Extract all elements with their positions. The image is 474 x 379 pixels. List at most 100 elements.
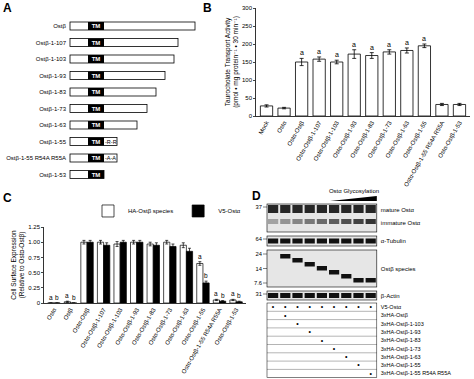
svg-text:Ostβ species: Ostβ species <box>381 266 416 272</box>
svg-text:Ostα-Ostβ: Ostα-Ostβ <box>72 307 91 334</box>
svg-text:300: 300 <box>242 5 253 11</box>
svg-text:7.6: 7.6 <box>254 280 262 286</box>
svg-text:•: • <box>308 328 311 335</box>
svg-text:V5-Ostα: V5-Ostα <box>218 208 241 214</box>
svg-text:Ostα-Ostβ-1-73: Ostα-Ostβ-1-73 <box>147 306 173 346</box>
svg-text:Ostα-Ostβ-1-93: Ostα-Ostβ-1-93 <box>114 306 140 346</box>
svg-text:3xHA-Ostβ-1-55 R54A R55A: 3xHA-Ostβ-1-55 R54A R55A <box>381 370 451 376</box>
svg-text:•: • <box>272 303 275 310</box>
svg-text:Ostα-Ostβ-1-55 R54A R55A: Ostα-Ostβ-1-55 R54A R55A <box>180 307 223 375</box>
svg-text:Ostα-Ostβ-1-55: Ostα-Ostβ-1-55 <box>402 119 428 159</box>
svg-text:•: • <box>321 303 324 310</box>
svg-text:3xHA-Ostβ-1-103: 3xHA-Ostβ-1-103 <box>381 321 424 327</box>
svg-text:3xHA-Ostβ-1-63: 3xHA-Ostβ-1-63 <box>381 354 421 360</box>
svg-text:•: • <box>345 353 348 360</box>
svg-text:-A-A: -A-A <box>105 155 116 161</box>
svg-text:α-Tubulin: α-Tubulin <box>381 238 406 244</box>
svg-text:Ostα-Ostβ-1-103: Ostα-Ostβ-1-103 <box>96 306 124 348</box>
svg-text:C: C <box>3 191 12 205</box>
svg-text:1.25: 1.25 <box>28 224 40 230</box>
svg-text:b: b <box>221 292 225 299</box>
svg-text:a: a <box>49 294 53 301</box>
svg-text:Ostβ-1-83: Ostβ-1-83 <box>39 89 66 95</box>
svg-text:mature Ostα: mature Ostα <box>381 207 415 213</box>
svg-text:a: a <box>198 253 202 260</box>
svg-text:Ostβ-1-103: Ostβ-1-103 <box>36 56 67 62</box>
svg-text:D: D <box>252 189 261 203</box>
svg-text:250: 250 <box>242 23 253 29</box>
svg-text:•: • <box>284 303 287 310</box>
svg-text:0: 0 <box>249 113 253 119</box>
svg-text:b: b <box>55 294 59 301</box>
svg-text:24: 24 <box>256 251 263 257</box>
svg-text:b: b <box>237 292 241 299</box>
svg-text:3xHA-Ostβ: 3xHA-Ostβ <box>381 312 408 318</box>
svg-text:TM: TM <box>92 122 101 128</box>
svg-text:-R-R: -R-R <box>105 139 117 145</box>
svg-text:TM: TM <box>92 73 101 79</box>
svg-text:Ostα: Ostα <box>46 307 58 322</box>
svg-text:Mock: Mock <box>258 119 271 135</box>
svg-text:3xHA-Ostβ-1-73: 3xHA-Ostβ-1-73 <box>381 346 421 352</box>
svg-text:Ostα-Ostβ-1-73: Ostα-Ostβ-1-73 <box>367 119 393 159</box>
svg-text:3xHA-Ostβ-1-93: 3xHA-Ostβ-1-93 <box>381 329 421 335</box>
svg-text:64: 64 <box>256 236 263 242</box>
svg-text:37: 37 <box>256 204 262 210</box>
svg-text:Ostα-Ostβ-1-83: Ostα-Ostβ-1-83 <box>131 306 157 346</box>
svg-text:a: a <box>335 51 339 58</box>
svg-text:a: a <box>300 49 304 56</box>
svg-text:•: • <box>369 370 372 377</box>
svg-text:TM: TM <box>92 172 101 178</box>
svg-text:β-Actin: β-Actin <box>381 293 400 299</box>
svg-text:0.50: 0.50 <box>28 270 40 276</box>
svg-text:Ostβ: Ostβ <box>62 307 74 322</box>
svg-text:•: • <box>321 337 324 344</box>
svg-text:•: • <box>333 303 336 310</box>
svg-text:0: 0 <box>37 300 41 306</box>
svg-text:Ostα-Ostβ-1-107: Ostα-Ostβ-1-107 <box>295 119 323 161</box>
svg-text:a: a <box>65 292 69 299</box>
svg-text:a: a <box>317 48 321 55</box>
svg-text:•: • <box>345 303 348 310</box>
svg-text:•: • <box>296 303 299 310</box>
svg-text:•: • <box>369 303 372 310</box>
svg-text:a: a <box>422 35 426 42</box>
svg-text:Ostα-Ostβ-1-83: Ostα-Ostβ-1-83 <box>349 119 375 159</box>
svg-text:Ostα-Ostβ-1-55: Ostα-Ostβ-1-55 <box>180 306 206 346</box>
svg-text:Taurocholate Transport Activit: Taurocholate Transport Activity(pmol • m… <box>224 16 240 108</box>
svg-text:Ostα-Ostβ: Ostα-Ostβ <box>286 120 305 147</box>
svg-text:b: b <box>72 294 76 301</box>
svg-text:A: A <box>3 1 12 15</box>
svg-text:a: a <box>231 290 235 297</box>
svg-text:Ostβ-1-53: Ostβ-1-53 <box>39 172 66 178</box>
svg-text:b: b <box>204 272 208 279</box>
svg-text:a: a <box>214 290 218 297</box>
svg-text:Ostα Glycosylation: Ostα Glycosylation <box>329 188 379 194</box>
svg-text:TM: TM <box>92 89 101 95</box>
svg-text:100: 100 <box>242 77 253 83</box>
svg-text:TM: TM <box>92 40 101 46</box>
svg-text:TM: TM <box>92 56 101 62</box>
svg-text:3xHA-Ostβ-1-83: 3xHA-Ostβ-1-83 <box>381 337 421 343</box>
svg-text:a: a <box>405 39 409 46</box>
svg-text:TM: TM <box>92 155 101 161</box>
svg-text:1.00: 1.00 <box>28 239 40 245</box>
svg-text:•: • <box>296 320 299 327</box>
svg-text:Ostβ-1-55 R54A R55A: Ostβ-1-55 R54A R55A <box>6 155 66 161</box>
svg-text:Ostα-Ostβ-1-63: Ostα-Ostβ-1-63 <box>384 119 410 159</box>
svg-text:a: a <box>387 41 391 48</box>
svg-text:Ostβ-1-63: Ostβ-1-63 <box>39 122 66 128</box>
svg-text:Ostβ-1-73: Ostβ-1-73 <box>39 106 66 112</box>
svg-text:Ostα-Ostβ-1-63: Ostα-Ostβ-1-63 <box>164 306 190 346</box>
svg-text:Ostβ-1-93: Ostβ-1-93 <box>39 73 66 79</box>
svg-text:Ostα-Ostβ-1-107: Ostα-Ostβ-1-107 <box>79 306 107 348</box>
svg-text:Ostα: Ostα <box>276 120 288 135</box>
svg-text:3xHA-Ostβ-1-55: 3xHA-Ostβ-1-55 <box>381 362 421 368</box>
svg-text:Ostα-Ostβ-1-53: Ostα-Ostβ-1-53 <box>437 119 463 159</box>
svg-text:Cell Surface Expression(Relati: Cell Surface Expression(Relative to Ostα… <box>10 230 26 300</box>
svg-text:0.75: 0.75 <box>28 255 40 261</box>
svg-text:immature Ostα: immature Ostα <box>381 220 421 226</box>
svg-text:TM: TM <box>92 106 101 112</box>
svg-text:Ostβ-1-55: Ostβ-1-55 <box>39 139 66 145</box>
svg-text:•: • <box>308 303 311 310</box>
